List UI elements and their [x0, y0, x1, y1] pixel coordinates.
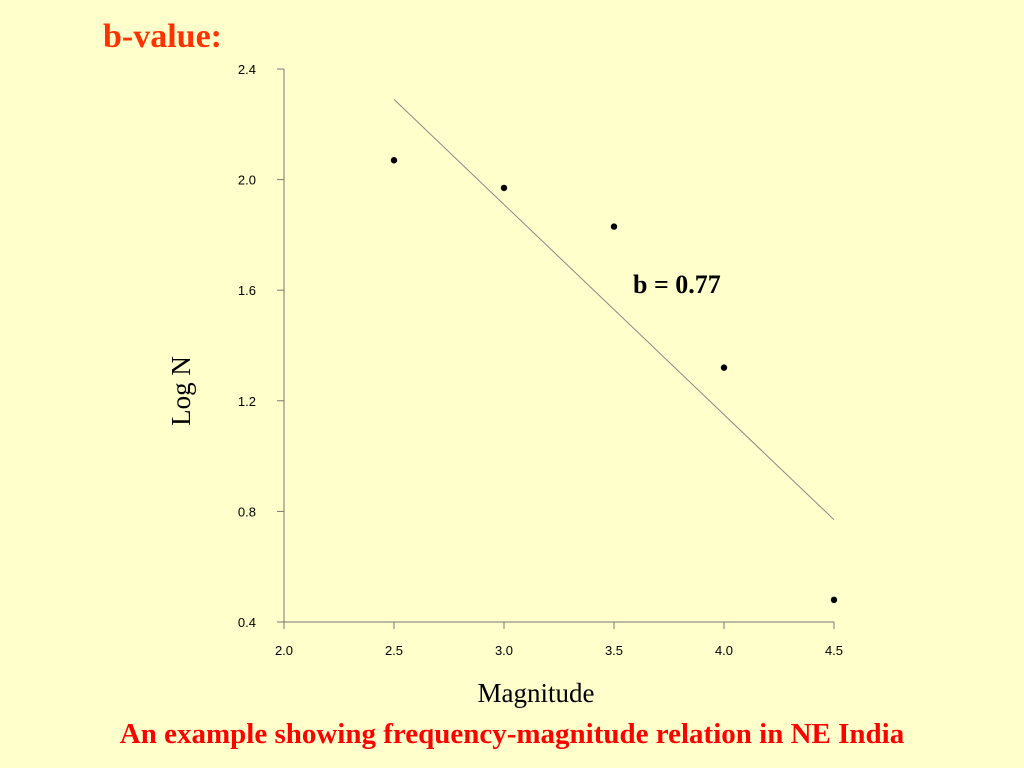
x-tick-label: 4.5	[825, 643, 843, 658]
b-value-annotation: b = 0.77	[633, 270, 721, 299]
fit-line-group	[393, 99, 835, 521]
y-tick-label: 2.0	[238, 173, 256, 188]
data-point	[830, 596, 838, 604]
data-point	[500, 184, 508, 192]
data-point	[610, 223, 618, 230]
x-tick-label: 2.5	[385, 643, 403, 658]
x-tick-label: 3.5	[605, 643, 623, 658]
y-tick-label: 1.2	[238, 394, 256, 409]
x-axis-label: Magnitude	[478, 678, 595, 708]
y-tick-label: 2.4	[238, 62, 256, 77]
y-tick-label: 1.6	[238, 283, 256, 298]
x-tick-label: 3.0	[495, 643, 513, 658]
x-axis: 2.0 2.5 3.0 3.5 4.0 4.5	[275, 621, 843, 658]
y-axis-label: Log N	[166, 356, 196, 426]
y-tick-label: 0.4	[238, 615, 256, 630]
data-points	[390, 157, 838, 604]
fit-line	[393, 99, 835, 521]
data-point	[720, 364, 728, 371]
data-point	[390, 157, 398, 164]
x-tick-label: 2.0	[275, 643, 293, 658]
slide-title: b-value:	[103, 18, 222, 55]
y-tick-label: 0.8	[238, 504, 256, 519]
slide-caption: An example showing frequency-magnitude r…	[119, 718, 905, 750]
x-tick-label: 4.0	[715, 643, 733, 658]
y-axis: 0.4 0.8 1.2 1.6 2.0 2.4	[238, 62, 285, 630]
